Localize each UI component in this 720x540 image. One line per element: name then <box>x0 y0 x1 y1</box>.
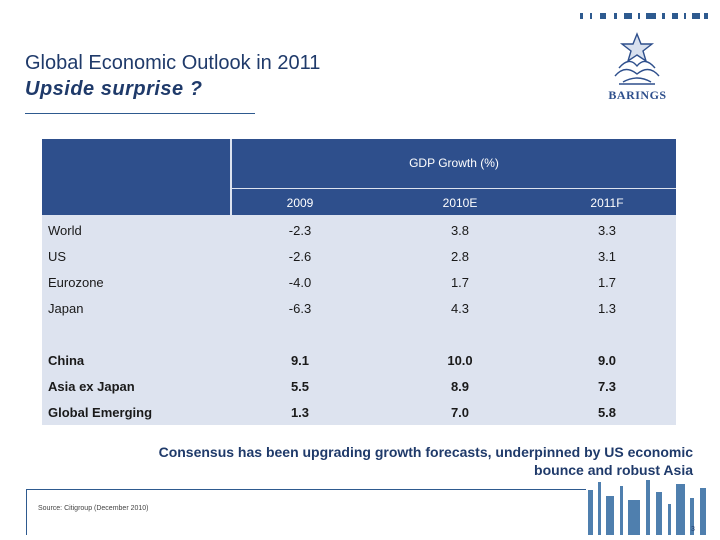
row-label: Global Emerging <box>48 405 153 420</box>
table-cell: 1.3 <box>290 405 310 420</box>
table-header-corner <box>42 139 230 215</box>
table-row: Global Emerging 1.3 7.0 5.8 <box>42 399 676 425</box>
footer-decoration <box>588 480 710 535</box>
year-header: 2009 <box>286 196 314 210</box>
table-cell: -6.3 <box>288 301 312 316</box>
table-cell: 1.3 <box>597 301 617 316</box>
table-cell: 7.0 <box>450 405 470 420</box>
table-cell: -2.6 <box>288 249 312 264</box>
row-label: Asia ex Japan <box>48 379 135 394</box>
footer-rule <box>26 489 586 490</box>
table-cell: 3.8 <box>450 223 470 238</box>
year-header: 2010E <box>442 196 478 210</box>
source-note: Source: Citigroup (December 2010) <box>38 505 149 512</box>
table-cell: 1.7 <box>450 275 470 290</box>
table-cell: 10.0 <box>447 353 473 368</box>
table-row: Asia ex Japan 5.5 8.9 7.3 <box>42 373 676 399</box>
table-row: Japan -6.3 4.3 1.3 <box>42 295 676 321</box>
page-subtitle: Upside surprise ? <box>25 78 203 100</box>
table-row: World -2.3 3.8 3.3 <box>42 217 676 243</box>
row-label: Eurozone <box>48 275 104 290</box>
table-cell: -2.3 <box>288 223 312 238</box>
row-label: Japan <box>48 301 84 316</box>
table-cell: 5.8 <box>597 405 617 420</box>
year-header: 2011F <box>590 196 624 210</box>
page-number: 3 <box>691 526 695 533</box>
barings-crest-logo <box>614 32 660 85</box>
table-year-header <box>232 189 676 215</box>
table-cell: 5.5 <box>290 379 310 394</box>
gdp-growth-header: GDP Growth (%) <box>409 156 499 170</box>
table-cell: -4.0 <box>288 275 312 290</box>
row-label: US <box>48 249 67 264</box>
table-row: China 9.1 10.0 9.0 <box>42 347 676 373</box>
table-cell: 8.9 <box>450 379 470 394</box>
logo-wordmark: BARINGS <box>608 88 667 102</box>
footer-rule-left <box>26 489 27 535</box>
table-row: US -2.6 2.8 3.1 <box>42 243 676 269</box>
table-cell: 9.1 <box>290 353 310 368</box>
table-cell: 4.3 <box>450 301 470 316</box>
table-cell: 9.0 <box>597 353 617 368</box>
table-row: Eurozone -4.0 1.7 1.7 <box>42 269 676 295</box>
table-cell: 2.8 <box>450 249 470 264</box>
top-decoration <box>580 13 710 19</box>
title-underline <box>25 113 255 114</box>
page-title: Global Economic Outlook in 2011 <box>25 52 321 74</box>
row-label: China <box>48 353 85 368</box>
table-group-header <box>232 139 676 188</box>
table-cell: 1.7 <box>597 275 617 290</box>
table-cell: 3.1 <box>597 249 617 264</box>
table-cell: 7.3 <box>597 379 617 394</box>
summary-tagline: Consensus has been upgrading growth fore… <box>158 444 693 478</box>
table-cell: 3.3 <box>597 223 617 238</box>
row-label: World <box>48 223 82 238</box>
